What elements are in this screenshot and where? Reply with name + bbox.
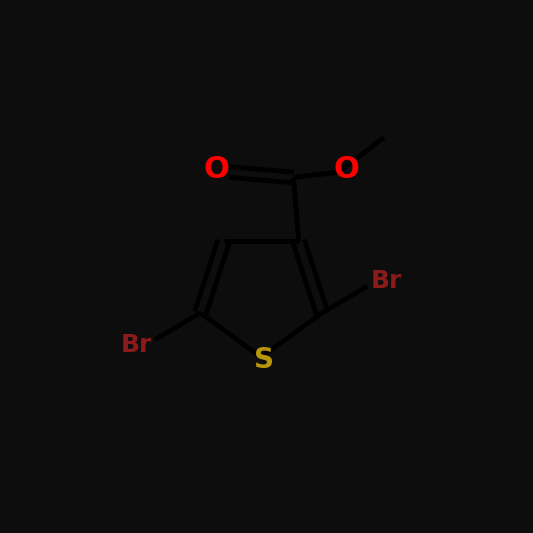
Text: Br: Br	[370, 269, 402, 293]
Text: O: O	[203, 155, 229, 184]
Text: O: O	[334, 155, 360, 184]
Text: S: S	[254, 346, 274, 374]
Text: Br: Br	[120, 333, 152, 357]
